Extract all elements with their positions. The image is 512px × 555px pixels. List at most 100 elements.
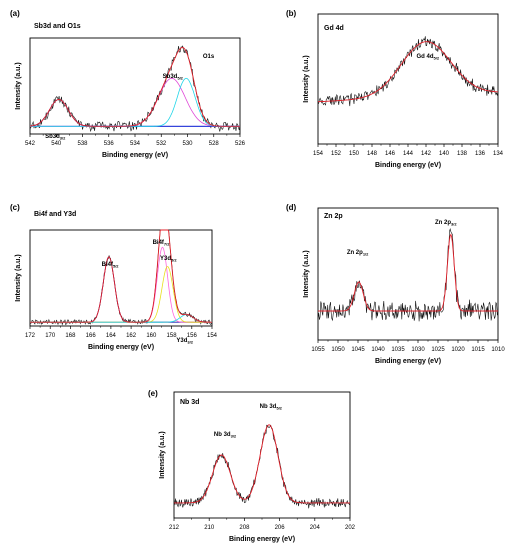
x-tick-label: 526: [235, 141, 246, 147]
xps-chart: Zn 2p 1055 1050 1045 1040 1035 1030 1025 1020 101…: [303, 207, 505, 365]
x-tick-label: 154: [207, 333, 218, 339]
chart-panel-sb3d-o1s: (a) Sb3d and O1s 542 540 538 536 534 532 530 528…: [0, 0, 246, 170]
panel-label: (e): [148, 389, 158, 398]
peak-annotation: O1s: [203, 54, 215, 60]
y-axis-label: Intensity (a.u.): [15, 62, 22, 109]
x-axis-label: Binding energy (eV): [375, 358, 441, 365]
fit-envelope-line: [29, 47, 240, 127]
y-axis-label: Intensity (a.u.): [303, 55, 310, 102]
chart-title: Gd 4d: [324, 25, 344, 32]
x-tick-label: 134: [493, 151, 504, 157]
peak-annotation: Zn 2p1/2: [347, 250, 369, 257]
x-tick-label: 162: [126, 333, 137, 339]
x-tick-label: 156: [187, 333, 198, 339]
x-tick-label: 152: [331, 151, 342, 157]
peak-annotation: Y3d3/2: [176, 338, 193, 345]
x-tick-label: 528: [209, 141, 220, 147]
x-tick-label: 136: [475, 151, 486, 157]
x-tick-label: 542: [25, 141, 36, 147]
x-tick-label: 158: [167, 333, 178, 339]
x-tick-label: 1025: [431, 347, 445, 353]
x-tick-label: 1020: [451, 347, 465, 353]
x-tick-label: 148: [367, 151, 378, 157]
x-tick-label: 1030: [411, 347, 425, 353]
peak-annotation: Bi4f7/2: [153, 240, 171, 247]
x-tick-label: 164: [106, 333, 117, 339]
x-tick-label: 150: [349, 151, 360, 157]
chart-title: Sb3d and O1s: [34, 23, 81, 30]
x-tick-label: 168: [65, 333, 76, 339]
peak-annotation: Bi4f5/2: [102, 262, 120, 269]
x-tick-label: 208: [239, 525, 250, 531]
fit-envelope-line: [174, 424, 350, 504]
fit-envelope-line: [318, 233, 498, 312]
x-tick-label: 1050: [331, 347, 345, 353]
plot-frame: [29, 37, 241, 135]
x-tick-label: 536: [104, 141, 115, 147]
x-tick-label: 140: [439, 151, 450, 157]
component-peak-1: [30, 256, 212, 323]
plot-frame: [317, 207, 499, 341]
chart-panel-gd4d: (b) Gd 4d 154 152 150 148 146 144 142 140 138 136 1…: [282, 0, 512, 170]
peak-annotation: Gd 4d5/2: [417, 54, 440, 61]
spectrum-raw-line: [317, 36, 499, 107]
x-tick-label: 210: [204, 525, 215, 531]
panel-label: (b): [286, 9, 297, 18]
chart-panel-bi4f-y3d: (c) Bi4f and Y3d 172 170 168 166 164 162 160 158…: [0, 194, 240, 364]
x-tick-label: 534: [130, 141, 141, 147]
x-tick-label: 206: [275, 525, 286, 531]
x-tick-label: 212: [169, 525, 180, 531]
x-axis-label: Binding energy (eV): [88, 344, 154, 351]
xps-chart: Bi4f and Y3d 172 170 168 166 164 162 160 158 156 1…: [15, 211, 218, 351]
x-tick-label: 1035: [391, 347, 405, 353]
x-tick-label: 1010: [491, 347, 505, 353]
component-peak-2: [30, 77, 240, 127]
x-tick-label: 204: [310, 525, 321, 531]
chart-panel-zn2p: (d) Zn 2p 1055 1050 1045 1040 1035 1030 1025 102…: [282, 194, 512, 365]
x-tick-label: 160: [146, 333, 157, 339]
panel-label: (c): [10, 203, 20, 212]
panel-label: (d): [286, 203, 297, 212]
x-tick-label: 532: [156, 141, 167, 147]
x-axis-label: Binding energy (eV): [375, 162, 441, 169]
peak-annotation: Nb 3d3/2: [214, 432, 237, 439]
peak-annotation: Sb3d5/2: [163, 74, 184, 81]
x-tick-label: 538: [77, 141, 88, 147]
xps-chart: Gd 4d 154 152 150 148 146 144 142 140 138 136 134 Bi…: [303, 13, 504, 169]
x-axis-label: Binding energy (eV): [229, 536, 295, 543]
y-axis-label: Intensity (a.u.): [15, 254, 22, 301]
xps-chart: Sb3d and O1s 542 540 538 536 534 532 530 528 526 B…: [15, 23, 246, 159]
component-peak-3: [30, 77, 240, 127]
chart-title: Nb 3d: [180, 399, 199, 406]
x-tick-label: 154: [313, 151, 324, 157]
x-tick-label: 540: [51, 141, 62, 147]
fit-envelope-line: [30, 229, 212, 323]
y-axis-label: Intensity (a.u.): [303, 250, 310, 297]
x-tick-label: 166: [86, 333, 97, 339]
fit-envelope-line: [318, 41, 498, 103]
x-tick-label: 202: [345, 525, 356, 531]
x-tick-label: 1055: [311, 347, 325, 353]
x-axis-label: Binding energy (eV): [102, 152, 168, 159]
x-tick-label: 530: [182, 141, 193, 147]
x-tick-label: 1045: [351, 347, 365, 353]
spectrum-raw-line: [29, 229, 213, 326]
plot-frame: [29, 229, 213, 327]
x-tick-label: 142: [421, 151, 432, 157]
chart-title: Bi4f and Y3d: [34, 211, 76, 218]
plot-frame: [317, 13, 499, 145]
x-tick-label: 146: [385, 151, 396, 157]
y-axis-label: Intensity (a.u.): [159, 431, 166, 478]
x-tick-label: 144: [403, 151, 414, 157]
xps-chart: Nb 3d 212 210 208 206 204 202 Binding energy (e…: [159, 391, 356, 543]
peak-annotation: Y3d5/2: [160, 256, 177, 263]
x-tick-label: 138: [457, 151, 468, 157]
chart-title: Zn 2p: [324, 213, 343, 220]
peak-annotation: Zn 2p3/2: [435, 220, 457, 227]
panel-label: (a): [10, 9, 20, 18]
x-tick-label: 170: [45, 333, 56, 339]
x-tick-label: 172: [25, 333, 36, 339]
chart-panel-nb3d: (e) Nb 3d 212 210 208 206 204 202 Binding energ…: [140, 380, 380, 550]
peak-annotation: Nb 3d5/2: [260, 404, 283, 411]
x-tick-label: 1015: [471, 347, 485, 353]
